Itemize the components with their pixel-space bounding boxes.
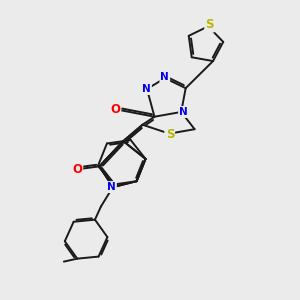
Text: N: N bbox=[179, 107, 188, 117]
Text: N: N bbox=[142, 84, 151, 94]
Text: N: N bbox=[179, 107, 188, 117]
Text: N: N bbox=[142, 84, 151, 94]
Text: N: N bbox=[160, 73, 169, 82]
Text: N: N bbox=[160, 73, 169, 82]
Text: N: N bbox=[107, 182, 116, 192]
Text: O: O bbox=[110, 103, 120, 116]
Text: O: O bbox=[72, 163, 82, 176]
Text: O: O bbox=[110, 103, 120, 116]
Text: S: S bbox=[165, 130, 173, 140]
Text: N: N bbox=[107, 182, 116, 192]
Text: S: S bbox=[206, 18, 214, 32]
Text: S: S bbox=[206, 18, 214, 32]
Text: O: O bbox=[72, 163, 82, 176]
Text: S: S bbox=[166, 128, 174, 141]
